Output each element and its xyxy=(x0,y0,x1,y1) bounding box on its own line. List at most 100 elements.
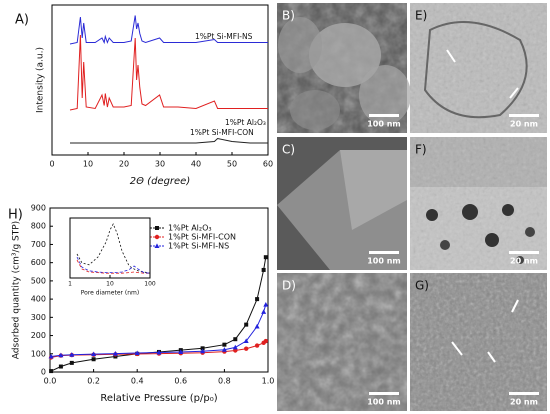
micrograph-c xyxy=(277,137,407,270)
marker xyxy=(112,350,118,356)
panel-label: F) xyxy=(415,143,427,157)
x-tick-label: 0.8 xyxy=(218,377,231,386)
legend-label: 1%Pt Al₂O₃ xyxy=(168,224,212,233)
panel-label: G) xyxy=(415,279,429,293)
scale-bar-label: 100 nm xyxy=(367,120,401,129)
micrograph-g xyxy=(410,273,547,411)
marker xyxy=(200,348,206,354)
x-tick-label: 100 xyxy=(144,281,156,288)
marker xyxy=(263,301,269,307)
x-tick-label: 1.0 xyxy=(262,377,275,386)
x-axis-label: Relative Pressure (p/p₀) xyxy=(100,393,217,404)
marker xyxy=(244,346,249,351)
y-tick-label: 600 xyxy=(31,258,46,267)
series-line xyxy=(76,223,151,274)
micrograph-e xyxy=(410,3,547,133)
panel-label: B) xyxy=(282,9,295,23)
panel-label: H) xyxy=(8,208,23,223)
scale-bar-label: 100 nm xyxy=(367,398,401,407)
x-axis-label: Pore diameter (nm) xyxy=(81,290,139,297)
legend-marker xyxy=(155,226,159,230)
marker xyxy=(254,323,260,329)
scale-bar xyxy=(509,251,539,254)
marker xyxy=(178,349,184,354)
scale-bar-label: 20 nm xyxy=(510,257,538,266)
panel-label: E) xyxy=(415,9,427,23)
marker xyxy=(261,267,266,272)
marker xyxy=(221,347,227,352)
x-tick-label: 0.6 xyxy=(174,377,187,386)
marker xyxy=(232,344,238,350)
marker xyxy=(134,350,140,356)
x-tick-label: 60 xyxy=(263,160,273,169)
micrograph-b xyxy=(277,3,411,133)
legend-label: 1%Pt Si-MFI-CON xyxy=(168,233,236,242)
marker xyxy=(69,360,74,365)
micrograph-d xyxy=(277,273,407,411)
marker xyxy=(263,338,269,344)
x-tick-label: 1 xyxy=(68,281,72,288)
panel-label: D) xyxy=(282,279,296,293)
y-tick-label: 400 xyxy=(31,295,46,304)
y-tick-label: 300 xyxy=(31,313,46,322)
scale-bar xyxy=(369,251,399,254)
marker xyxy=(261,309,267,314)
panel-label: A) xyxy=(15,13,29,28)
x-axis-label: 2Θ (degree) xyxy=(130,176,190,187)
x-tick-label: 30 xyxy=(155,160,165,169)
marker xyxy=(48,353,54,359)
series-line xyxy=(69,15,268,45)
y-tick-label: 500 xyxy=(31,276,46,285)
scale-bar xyxy=(369,114,399,117)
y-tick-label: 100 xyxy=(31,349,46,358)
y-tick-label: 700 xyxy=(31,240,46,249)
x-tick-label: 10 xyxy=(83,160,93,169)
series-label: 1%Pt Si-MFI-NS xyxy=(195,32,253,41)
legend-label: 1%Pt Si-MFI-NS xyxy=(168,242,229,251)
plot-frame xyxy=(49,207,269,373)
scale-bar xyxy=(369,392,399,395)
marker xyxy=(263,255,268,260)
y-tick-label: 200 xyxy=(31,331,46,340)
marker xyxy=(255,297,260,302)
series-label: 1%Pt Si-MFI-CON xyxy=(190,128,254,137)
marker xyxy=(91,351,97,357)
series-label: 1%Pt Al₂O₃ xyxy=(225,118,266,127)
marker xyxy=(156,349,162,355)
marker xyxy=(91,357,96,362)
x-tick-label: 0.0 xyxy=(44,377,57,386)
y-axis-label: Adsorbed quantity (cm³/g STP) xyxy=(12,221,22,359)
x-tick-label: 0.2 xyxy=(87,377,100,386)
scale-bar xyxy=(509,114,539,117)
x-tick-label: 40 xyxy=(191,160,201,169)
y-tick-label: 900 xyxy=(31,204,46,213)
x-tick-label: 20 xyxy=(119,160,129,169)
x-tick-label: 0.4 xyxy=(131,377,144,386)
series-line xyxy=(70,137,268,144)
marker xyxy=(200,346,205,351)
scale-bar-label: 20 nm xyxy=(510,398,538,407)
marker xyxy=(222,342,227,347)
marker xyxy=(49,369,54,374)
panel-label: C) xyxy=(282,143,295,157)
micrograph-f xyxy=(410,137,547,270)
y-axis-label: Intensity (a.u.) xyxy=(36,47,46,113)
legend-marker xyxy=(154,243,160,248)
scale-bar-label: 100 nm xyxy=(367,257,401,266)
x-tick-label: 50 xyxy=(227,160,237,169)
series-line xyxy=(69,34,268,111)
marker xyxy=(244,322,249,327)
marker xyxy=(254,343,260,348)
series-line xyxy=(76,259,150,274)
y-tick-label: 800 xyxy=(31,222,46,231)
marker xyxy=(58,364,63,369)
scale-bar xyxy=(509,392,539,395)
marker xyxy=(58,352,64,358)
series-line xyxy=(76,256,151,274)
legend-marker xyxy=(154,234,160,240)
y-tick-label: 0 xyxy=(41,368,46,377)
scale-bar-label: 20 nm xyxy=(510,120,538,129)
marker xyxy=(69,352,75,357)
marker xyxy=(233,337,238,342)
